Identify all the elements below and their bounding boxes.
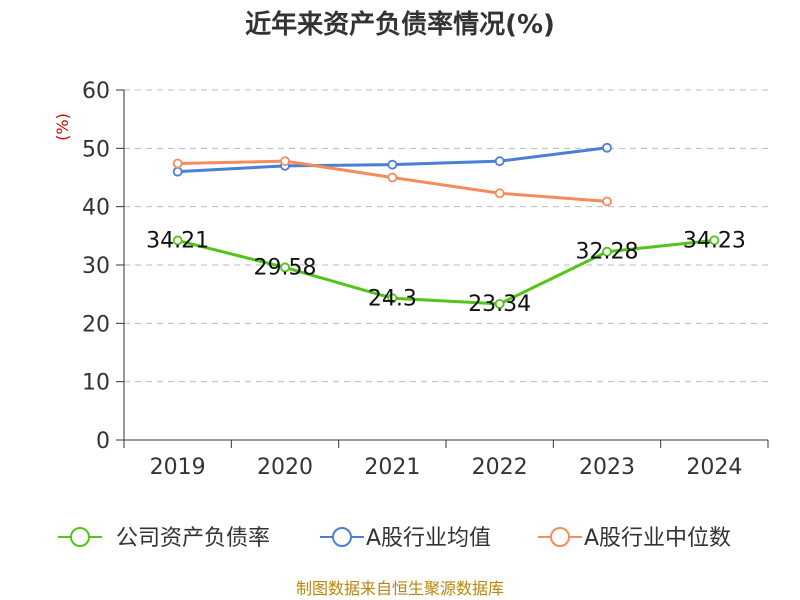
y-tick-label: 50 <box>82 137 110 162</box>
y-tick-label: 0 <box>96 429 110 454</box>
x-tick-label: 2024 <box>686 455 742 480</box>
series-layer <box>172 142 720 309</box>
y-tick-label: 10 <box>82 371 110 396</box>
data-point <box>387 293 398 304</box>
data-point <box>387 159 398 170</box>
data-point <box>387 172 398 183</box>
data-point <box>494 156 505 167</box>
x-tick-label: 2020 <box>257 455 313 480</box>
y-axis-label: (%) <box>53 113 72 141</box>
legend-label: A股行业均值 <box>366 526 491 551</box>
y-tick-label: 60 <box>82 79 110 104</box>
data-point <box>709 235 720 246</box>
x-tick-label: 2021 <box>364 455 420 480</box>
chart-title: 近年来资产负债率情况(%) <box>245 9 555 40</box>
data-point <box>602 246 612 257</box>
data-point <box>494 188 505 199</box>
y-tick-label: 30 <box>82 254 110 279</box>
x-tick-label: 2023 <box>579 455 635 480</box>
data-labels: 34.21 29.58 24.3 23.34 32.28 34.23 <box>146 228 746 317</box>
data-point <box>280 156 290 167</box>
legend[interactable]: 公司资产负债率 A股行业均值 A股行业中位数 <box>58 526 731 551</box>
data-point <box>602 142 612 153</box>
legend-marker <box>70 527 90 547</box>
data-label: 34.21 <box>146 228 209 253</box>
legend-label: 公司资产负债率 <box>116 526 270 551</box>
data-label: 23.34 <box>468 292 531 317</box>
data-point <box>172 166 183 177</box>
legend-item[interactable]: 公司资产负债率 <box>58 526 270 551</box>
data-point <box>172 158 183 169</box>
axes: 0 10 20 30 40 50 60 2019 2020 2021 2022 2023 2024 <box>82 79 769 480</box>
data-label: 32.28 <box>576 240 639 265</box>
gridlines <box>124 89 768 383</box>
data-point <box>602 196 612 207</box>
data-point <box>280 262 290 273</box>
legend-item[interactable]: A股行业中位数 <box>538 526 731 551</box>
source-note: 制图数据来自恒生聚源数据库 <box>296 579 504 598</box>
data-label: 24.3 <box>368 286 417 311</box>
data-label: 34.23 <box>683 228 746 253</box>
x-tick-label: 2019 <box>150 455 206 480</box>
data-point <box>494 298 505 309</box>
legend-label: A股行业中位数 <box>584 526 731 551</box>
data-label: 29.58 <box>254 255 317 280</box>
x-tick-label: 2022 <box>472 455 528 480</box>
legend-item[interactable]: A股行业均值 <box>320 526 491 551</box>
series-line <box>177 238 715 306</box>
y-tick-label: 20 <box>82 312 110 337</box>
legend-marker <box>332 527 352 547</box>
legend-marker <box>550 527 570 547</box>
data-point <box>172 235 183 246</box>
y-tick-label: 40 <box>82 196 110 221</box>
